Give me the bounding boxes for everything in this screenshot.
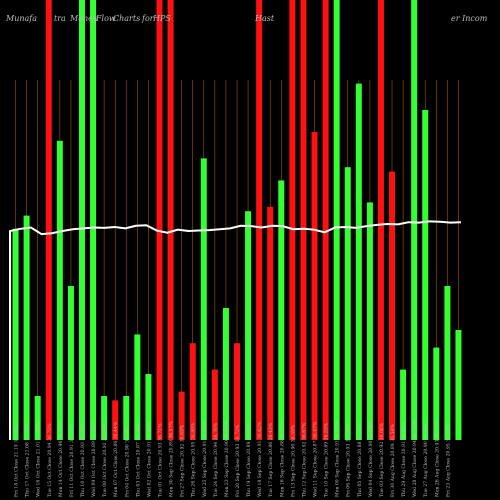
bar-inflow bbox=[355, 83, 362, 440]
bar-outflow bbox=[300, 0, 307, 440]
x-tick-label: Tue 01 Oct Close 20.93 36.71% bbox=[157, 423, 163, 497]
bar-outflow bbox=[211, 369, 218, 440]
x-tick-label: Mon 26 Aug Close 20.93 36.71% bbox=[434, 420, 440, 497]
title-part-7: HPS bbox=[152, 14, 171, 23]
title-part-9: er Incom bbox=[451, 14, 488, 23]
bar-inflow bbox=[101, 396, 108, 440]
bar-inflow bbox=[455, 330, 462, 440]
bar-outflow bbox=[256, 0, 263, 440]
x-tick-label: Thu 26 Sep Close 20.95 36.80% bbox=[191, 422, 197, 497]
x-tick-label: Fri 23 Aug Close 20.95 36.79% bbox=[445, 424, 451, 497]
x-tick-label: Wed 11 Sep Close 20.87 36.47% bbox=[313, 421, 319, 497]
bar-inflow bbox=[67, 286, 74, 440]
x-tick-label: Thu 17 Oct Close 21.08 37.30% bbox=[25, 423, 31, 497]
bar-outflow bbox=[156, 0, 163, 440]
bar-inflow bbox=[422, 110, 429, 440]
bar-outflow bbox=[389, 171, 396, 440]
x-tick-label: Fri 13 Sep Close 20.90 36.59% bbox=[290, 424, 296, 497]
x-tick-label: Wed 09 Oct Close 20.89 36.56% bbox=[91, 422, 97, 497]
x-tick-label: Mon 07 Oct Close 20.86 36.44% bbox=[113, 421, 119, 497]
title-part-8: Hast bbox=[254, 14, 275, 23]
x-tick-label: Wed 16 Oct Close 21.01 37.03% bbox=[36, 422, 42, 497]
x-tick-label: Fri 06 Sep Close 20.93 36.70% bbox=[346, 424, 352, 497]
x-tick-label: Thu 05 Sep Close 20.88 36.50% bbox=[357, 422, 363, 497]
title-part-5: Charts bbox=[113, 14, 140, 23]
x-tick-label: Tue 24 Sep Close 20.94 36.76% bbox=[213, 422, 219, 497]
x-tick-label: Mon 30 Sep Close 20.89 36.57% bbox=[169, 420, 175, 497]
money-flow-line bbox=[9, 220, 462, 440]
x-tick-label: Wed 25 Sep Close 20.91 36.64% bbox=[202, 421, 208, 497]
flow-line bbox=[9, 220, 462, 440]
x-tick-label: Mon 14 Oct Close 20.96 36.84% bbox=[58, 421, 64, 497]
title-part-6: for bbox=[141, 14, 155, 23]
x-tick-labels: Fri 18 Oct Close 21.19 37.74% Thu 17 Oct … bbox=[14, 420, 452, 497]
bar-outflow bbox=[322, 0, 329, 440]
bar-inflow bbox=[200, 158, 207, 440]
bar-inflow bbox=[134, 334, 141, 440]
x-tick-label: Tue 10 Sep Close 20.89 36.53% bbox=[324, 422, 330, 497]
bar-outflow bbox=[178, 391, 185, 440]
bar-outflow bbox=[45, 0, 52, 440]
x-tick-label: Mon 09 Sep Close 20.91 36.61% bbox=[335, 420, 341, 497]
title-part-3: Money bbox=[69, 14, 98, 23]
bar-inflow bbox=[56, 140, 63, 441]
chart-title: Munafa tra Money Flow Charts for HPS Has… bbox=[5, 14, 488, 23]
title-part-4: Flow bbox=[95, 14, 116, 23]
x-tick-label: Wed 28 Aug Close 20.94 36.74% bbox=[412, 421, 418, 497]
bar-inflow bbox=[400, 369, 407, 440]
x-tick-label: Tue 15 Oct Close 20.94 36.75% bbox=[47, 423, 53, 497]
x-tick-label: Thu 10 Oct Close 20.93 36.72% bbox=[80, 423, 86, 497]
x-tick-label: Mon 16 Sep Close 20.88 36.51% bbox=[279, 420, 285, 497]
bar-outflow bbox=[377, 0, 384, 440]
x-tick-label: Wed 18 Sep Close 20.91 36.62% bbox=[257, 421, 263, 497]
bar-outflow bbox=[267, 206, 274, 440]
bar-outflow bbox=[167, 0, 174, 440]
bar-inflow bbox=[23, 215, 30, 440]
x-tick-label: Wed 04 Sep Close 20.90 36.58% bbox=[368, 421, 374, 497]
x-tick-label: Thu 12 Sep Close 20.92 36.67% bbox=[301, 422, 307, 497]
x-tick-label: Fri 30 Aug Close 20.89 36.54% bbox=[390, 424, 396, 497]
bar-inflow bbox=[278, 180, 285, 440]
x-tick-label: Mon 23 Sep Close 20.90 36.61% bbox=[224, 420, 230, 497]
bar-inflow bbox=[123, 396, 130, 440]
bar-inflow bbox=[366, 202, 373, 440]
x-tick-label: Thu 03 Oct Close 20.87 36.48% bbox=[135, 423, 141, 497]
x-tick-label: Fri 11 Oct Close 20.91 36.65% bbox=[69, 425, 75, 497]
bar-outflow bbox=[234, 343, 240, 440]
bar-outflow bbox=[112, 400, 119, 440]
title-part-1: Munafa bbox=[5, 14, 37, 23]
bar-inflow bbox=[78, 0, 85, 440]
bar-inflow bbox=[344, 167, 351, 440]
bar-outflow bbox=[289, 0, 296, 440]
x-tick-label: Fri 27 Sep Close 20.92 36.69% bbox=[180, 424, 186, 497]
title-part-2: tra bbox=[54, 14, 66, 23]
bar-inflow bbox=[433, 347, 440, 440]
bar-inflow bbox=[333, 0, 340, 440]
bar-inflow bbox=[411, 0, 418, 440]
bar-inflow bbox=[145, 374, 152, 440]
bars bbox=[12, 0, 462, 441]
bar-inflow bbox=[34, 396, 41, 440]
x-tick-label: Fri 04 Oct Close 20.90 36.60% bbox=[124, 425, 130, 497]
x-tick-label: Thu 29 Aug Close 20.91 36.62% bbox=[401, 422, 407, 497]
bar-inflow bbox=[90, 0, 97, 440]
x-tick-label: Tue 08 Oct Close 20.92 36.68% bbox=[102, 423, 108, 497]
bar-inflow bbox=[245, 211, 252, 440]
x-tick-label: Wed 02 Oct Close 20.91 36.63% bbox=[146, 422, 152, 497]
x-tick-label: Fri 18 Oct Close 21.19 37.74% bbox=[14, 425, 20, 497]
x-tick-label: Fri 20 Sep Close 20.93 36.72% bbox=[235, 424, 241, 497]
bar-outflow bbox=[189, 343, 196, 440]
x-tick-label: Thu 19 Sep Close 20.89 36.55% bbox=[246, 422, 252, 497]
bar-inflow bbox=[12, 228, 19, 440]
x-tick-label: Tue 17 Sep Close 20.86 36.43% bbox=[268, 422, 274, 497]
bar-outflow bbox=[311, 132, 318, 440]
x-tick-label: Tue 03 Sep Close 20.92 36.66% bbox=[379, 422, 385, 497]
x-tick-label: Tue 27 Aug Close 20.90 36.60% bbox=[423, 422, 429, 497]
bar-inflow bbox=[444, 286, 451, 440]
bar-inflow bbox=[222, 308, 229, 440]
